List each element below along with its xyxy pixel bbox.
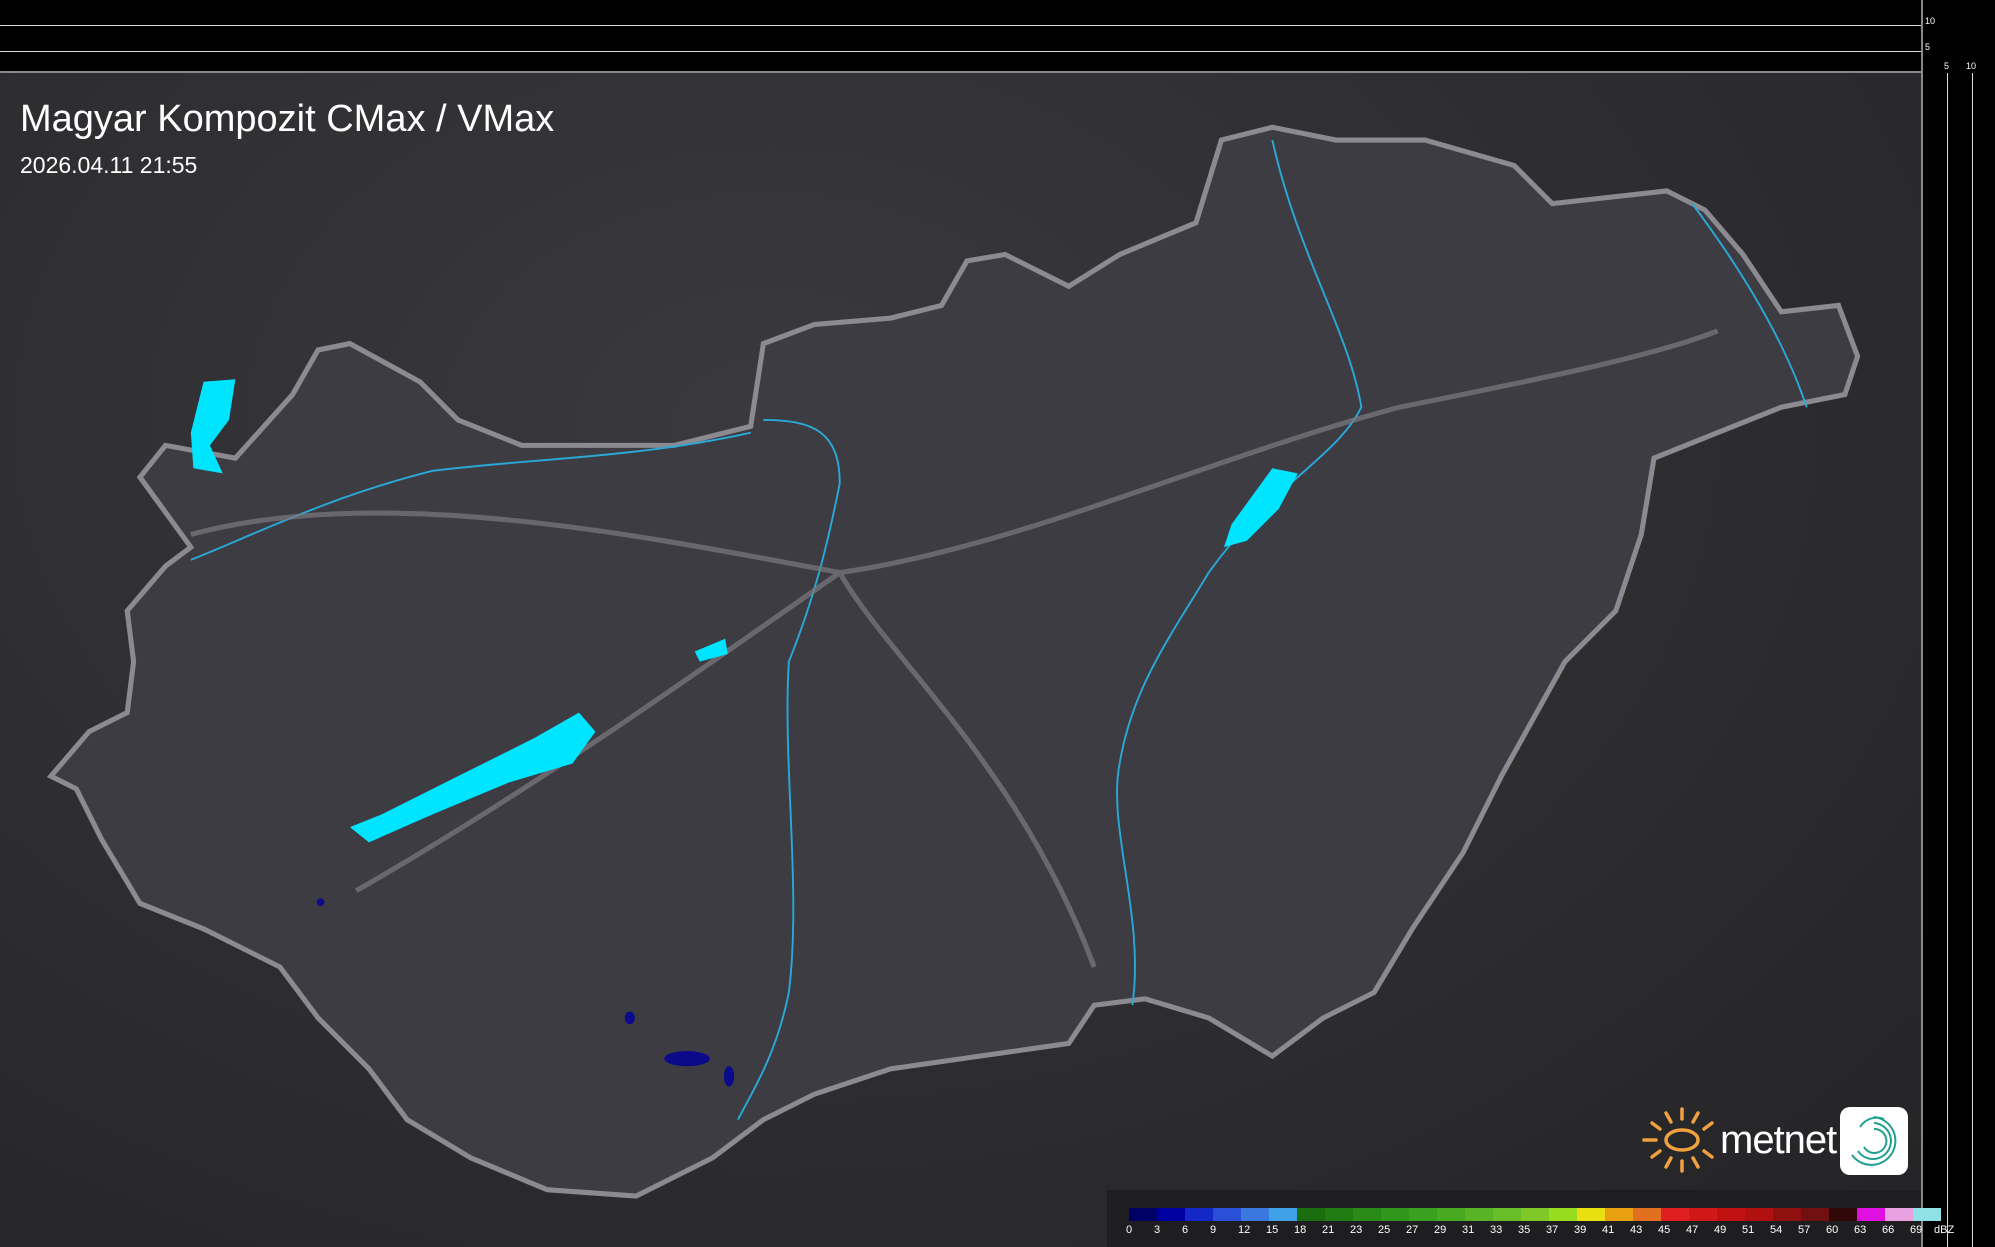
logo-text: metnet [1720, 1117, 1837, 1162]
swirl-icon [1851, 1116, 1897, 1166]
lake-balaton [349, 712, 596, 843]
legend-label: 47 [1686, 1224, 1699, 1236]
color-bin [1185, 1208, 1213, 1221]
color-bin [1605, 1208, 1633, 1221]
legend-label: 12 [1238, 1224, 1251, 1236]
color-bin [1213, 1208, 1241, 1221]
color-bin [1241, 1208, 1269, 1221]
tick-label: 5 [1925, 42, 1931, 52]
tick-label: 5 [1944, 61, 1950, 71]
legend-label: 63 [1854, 1224, 1867, 1236]
legend-label: 43 [1630, 1224, 1643, 1236]
color-bin [1857, 1208, 1885, 1221]
color-scale [1129, 1208, 1941, 1221]
legend-label: 66 [1882, 1224, 1895, 1236]
color-legend: 0 3 6 9 12 15 18 21 23 25 27 29 31 33 35 37 39 41 43 45 47 49… [1107, 1190, 1954, 1247]
legend-label: 3 [1154, 1224, 1161, 1236]
legend-label: 18 [1294, 1224, 1307, 1236]
gridline-5 [0, 51, 1921, 52]
legend-label: 6 [1182, 1224, 1189, 1236]
color-bin [1661, 1208, 1689, 1221]
legend-label: 33 [1490, 1224, 1503, 1236]
hungary-border [46, 124, 1861, 1199]
metnet-logo: metnet [1638, 1105, 1837, 1175]
color-bin [1157, 1208, 1185, 1221]
color-bin [1717, 1208, 1745, 1221]
color-bin [1913, 1208, 1941, 1221]
legend-label: 9 [1210, 1224, 1217, 1236]
gridline-10 [0, 25, 1921, 26]
color-bin [1409, 1208, 1437, 1221]
color-bin [1521, 1208, 1549, 1221]
legend-label: 37 [1546, 1224, 1559, 1236]
legend-label: 51 [1742, 1224, 1755, 1236]
gridline-10 [1972, 73, 1973, 1247]
color-bin [1465, 1208, 1493, 1221]
color-bin [1493, 1208, 1521, 1221]
color-bin [1129, 1208, 1157, 1221]
legend-unit: dBZ [1934, 1224, 1955, 1236]
lakes [190, 379, 1298, 843]
legend-label: 15 [1266, 1224, 1279, 1236]
color-bin [1801, 1208, 1829, 1221]
color-bin [1829, 1208, 1857, 1221]
timestamp: 2026.04.11 21:55 [20, 152, 198, 178]
color-bin [1745, 1208, 1773, 1221]
tick-label: 10 [1966, 61, 1977, 71]
legend-label: 69 [1910, 1224, 1923, 1236]
legend-label: 23 [1350, 1224, 1363, 1236]
color-bin [1297, 1208, 1325, 1221]
lake-tisza [1223, 468, 1298, 548]
color-bin [1773, 1208, 1801, 1221]
color-bin [1689, 1208, 1717, 1221]
vertical-profile-top [0, 0, 1921, 73]
legend-label: 0 [1126, 1224, 1133, 1236]
legend-label: 25 [1378, 1224, 1391, 1236]
legend-label: 39 [1574, 1224, 1587, 1236]
color-bin [1577, 1208, 1605, 1221]
radar-map[interactable] [0, 73, 1921, 1247]
legend-label: 60 [1826, 1224, 1839, 1236]
color-bin [1353, 1208, 1381, 1221]
legend-label: 27 [1406, 1224, 1419, 1236]
color-bin [1885, 1208, 1913, 1221]
map-layer [46, 124, 1861, 1199]
radar-echoes [316, 898, 735, 1087]
lake-ferto [190, 379, 236, 474]
color-bin [1437, 1208, 1465, 1221]
lake-velence [694, 638, 728, 662]
color-bin [1633, 1208, 1661, 1221]
legend-label: 41 [1602, 1224, 1615, 1236]
legend-label: 45 [1658, 1224, 1671, 1236]
legend-label: 21 [1322, 1224, 1335, 1236]
tick-label: 10 [1925, 16, 1936, 26]
vertical-profile-right: 10 5 5 10 [1921, 0, 1995, 1247]
legend-label: 29 [1434, 1224, 1447, 1236]
rivers [190, 139, 1808, 1121]
map-title: Magyar Kompozit CMax / VMax [20, 98, 555, 140]
color-bin [1325, 1208, 1353, 1221]
color-scale-labels: 0 3 6 9 12 15 18 21 23 25 27 29 31 33 35 37 39 41 43 45 47 49… [1126, 1224, 1954, 1238]
legend-label: 54 [1770, 1224, 1783, 1236]
color-bin [1269, 1208, 1297, 1221]
legend-label: 57 [1798, 1224, 1811, 1236]
color-bin [1381, 1208, 1409, 1221]
legend-label: 35 [1518, 1224, 1531, 1236]
gridline-5 [1947, 73, 1948, 1247]
legend-label: 31 [1462, 1224, 1475, 1236]
app-icon [1840, 1107, 1908, 1175]
color-bin [1549, 1208, 1577, 1221]
sun-icon [1642, 1107, 1714, 1173]
legend-label: 49 [1714, 1224, 1727, 1236]
roads [190, 328, 1719, 968]
